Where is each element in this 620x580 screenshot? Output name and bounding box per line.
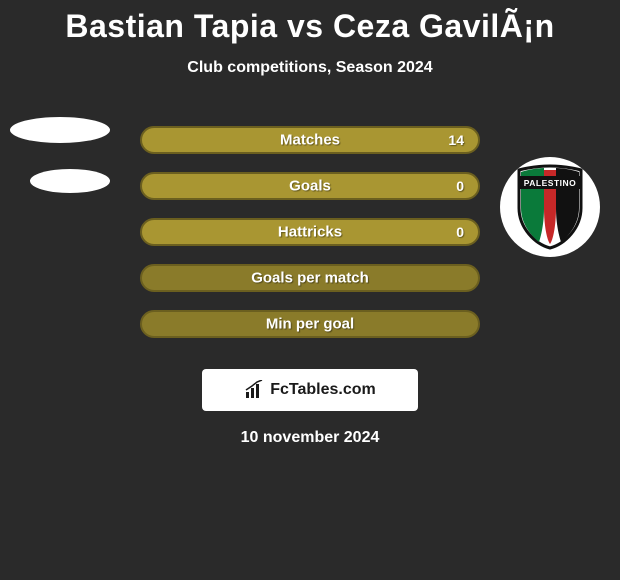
- branding-box[interactable]: FcTables.com: [202, 369, 418, 411]
- stats-area: PALESTINO Matches14Goals0Hattricks0Goals…: [0, 117, 620, 347]
- stat-bar: Min per goal: [140, 310, 480, 338]
- stat-label: Hattricks: [278, 224, 342, 241]
- stat-label: Goals: [289, 178, 331, 195]
- stat-row: Goals per match: [0, 255, 620, 301]
- stat-value: 0: [456, 224, 464, 240]
- stat-bar: Goals per match: [140, 264, 480, 292]
- stat-label: Goals per match: [251, 270, 369, 287]
- stat-bar: Matches 14: [140, 126, 480, 154]
- stat-row: Min per goal: [0, 301, 620, 347]
- stat-bar: Hattricks 0: [140, 218, 480, 246]
- stat-value: 14: [448, 132, 464, 148]
- date-text: 10 november 2024: [0, 429, 620, 447]
- stat-label: Min per goal: [266, 316, 354, 333]
- branding-text: FcTables.com: [270, 381, 376, 399]
- stat-label: Matches: [280, 132, 340, 149]
- stat-row: Matches 14: [0, 117, 620, 163]
- page-title: Bastian Tapia vs Ceza GavilÃ¡n: [0, 0, 620, 45]
- stat-value: 0: [456, 178, 464, 194]
- subtitle: Club competitions, Season 2024: [0, 59, 620, 77]
- stat-bar: Goals 0: [140, 172, 480, 200]
- stat-row: Hattricks 0: [0, 209, 620, 255]
- stat-row: Goals 0: [0, 163, 620, 209]
- chart-icon: [244, 380, 264, 400]
